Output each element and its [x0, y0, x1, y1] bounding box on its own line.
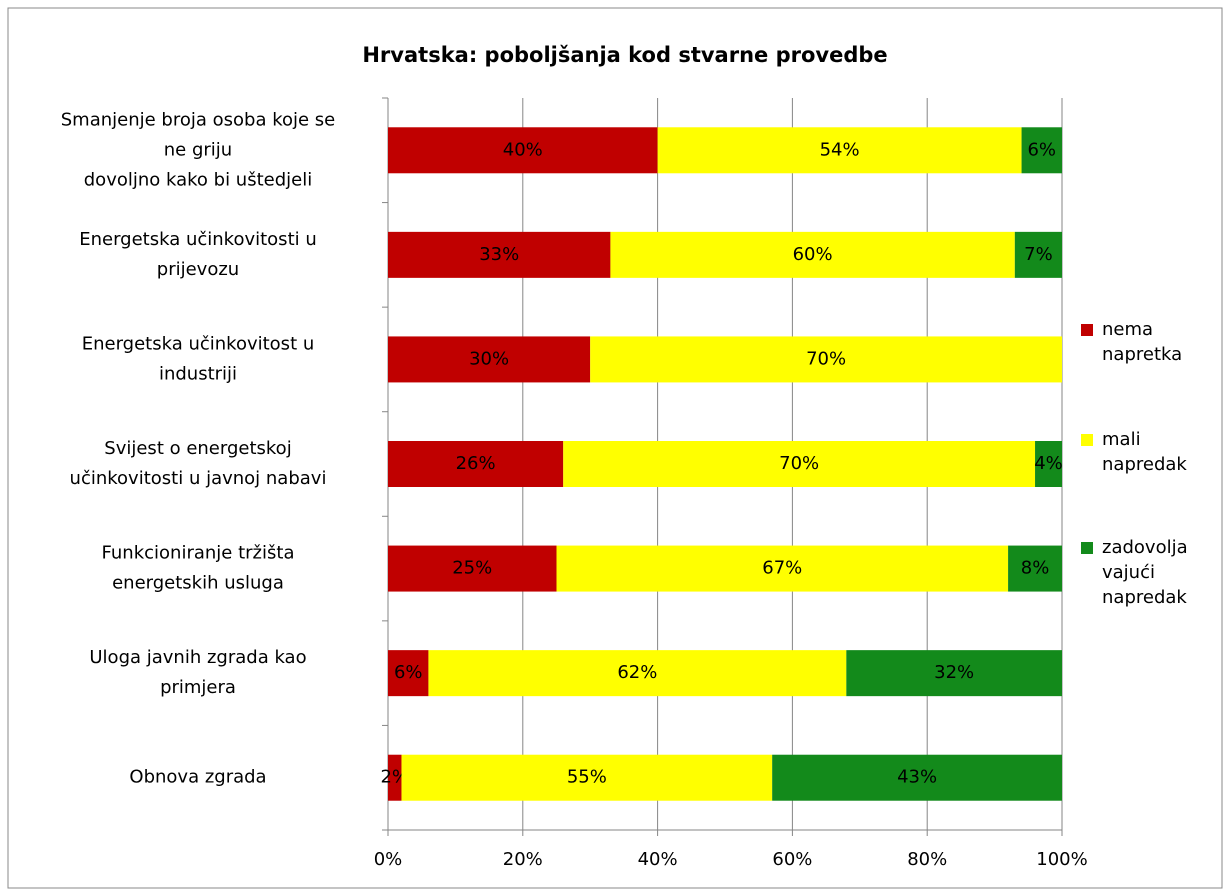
data-label: 6%: [1027, 139, 1056, 160]
data-label: 26%: [456, 453, 496, 474]
bar-segment: [428, 650, 847, 697]
bar-segment: [1035, 441, 1062, 487]
bar-segment: [388, 441, 564, 487]
data-label: 7%: [1024, 244, 1053, 265]
y-tick-label: Energetska učinkovitosti u: [79, 229, 317, 250]
x-tick-label: 0%: [374, 849, 403, 870]
bar-segment: [1014, 231, 1062, 278]
y-tick-label: Svijest o energetskoj: [104, 438, 291, 459]
legend-swatch: [1081, 542, 1093, 554]
bar-segment: [563, 441, 1036, 487]
data-label: 25%: [452, 558, 492, 579]
bar-segment: [388, 231, 611, 278]
data-label: 70%: [806, 348, 846, 369]
bar-segment: [388, 545, 557, 592]
y-tick-label: Smanjenje broja osoba koje se: [61, 109, 336, 130]
x-tick-label: 40%: [638, 849, 678, 870]
y-tick-label: energetskih usluga: [112, 573, 284, 594]
bar-segment: [388, 127, 658, 174]
y-tick-label: Uloga javnih zgrada kao: [89, 647, 306, 668]
y-tick-label: učinkovitosti u javnoj nabavi: [70, 468, 327, 489]
bar-segment: [401, 754, 773, 801]
data-label: 32%: [934, 662, 974, 683]
x-tick-label: 80%: [907, 849, 947, 870]
bar-segment: [610, 231, 1015, 278]
data-label: 67%: [762, 558, 802, 579]
bar-segment: [846, 650, 1062, 697]
legend-label: mali napredak: [1102, 429, 1187, 475]
y-tick-label: dovoljno kako bi uštedjeli: [84, 169, 312, 190]
data-label: 55%: [567, 767, 607, 788]
y-tick-label: industriji: [159, 363, 237, 384]
data-label: 43%: [897, 767, 937, 788]
bar-segment: [388, 754, 402, 801]
y-tick-label: Energetska učinkovitost u: [82, 333, 315, 354]
legend-swatch: [1081, 324, 1093, 336]
bar-segment: [556, 545, 1009, 592]
bar-segment: [388, 336, 591, 383]
data-label: 4%: [1034, 453, 1063, 474]
legend-label: zadovoljavajući napredak: [1102, 537, 1188, 608]
data-label: 33%: [479, 244, 519, 265]
data-label: 60%: [793, 244, 833, 265]
y-tick-label: Funkcioniranje tržišta: [102, 543, 295, 564]
bar-segment: [772, 754, 1062, 801]
x-tick-label: 100%: [1036, 849, 1087, 870]
x-tick-label: 60%: [772, 849, 812, 870]
bar-segment: [1008, 545, 1062, 592]
y-tick-label: primjera: [160, 677, 236, 698]
bar-segment: [657, 127, 1022, 174]
bar-segment: [590, 336, 1062, 383]
data-label: 54%: [820, 139, 860, 160]
data-label: 40%: [503, 139, 543, 160]
y-tick-label: prijevozu: [157, 259, 239, 280]
x-tick-label: 20%: [503, 849, 543, 870]
y-tick-label: ne griju: [164, 139, 232, 160]
data-label: 62%: [617, 662, 657, 683]
legend-label: nema napretka: [1102, 319, 1183, 365]
data-label: 30%: [469, 348, 509, 369]
y-tick-label: Obnova zgrada: [129, 767, 266, 788]
data-label: 8%: [1021, 558, 1050, 579]
bar-segment: [388, 650, 429, 697]
bar-segment: [1021, 127, 1062, 174]
legend-swatch: [1081, 434, 1093, 446]
data-label: 6%: [394, 662, 423, 683]
data-label: 70%: [779, 453, 819, 474]
chart-title: Hrvatska: poboljšanja kod stvarne proved…: [362, 43, 887, 67]
